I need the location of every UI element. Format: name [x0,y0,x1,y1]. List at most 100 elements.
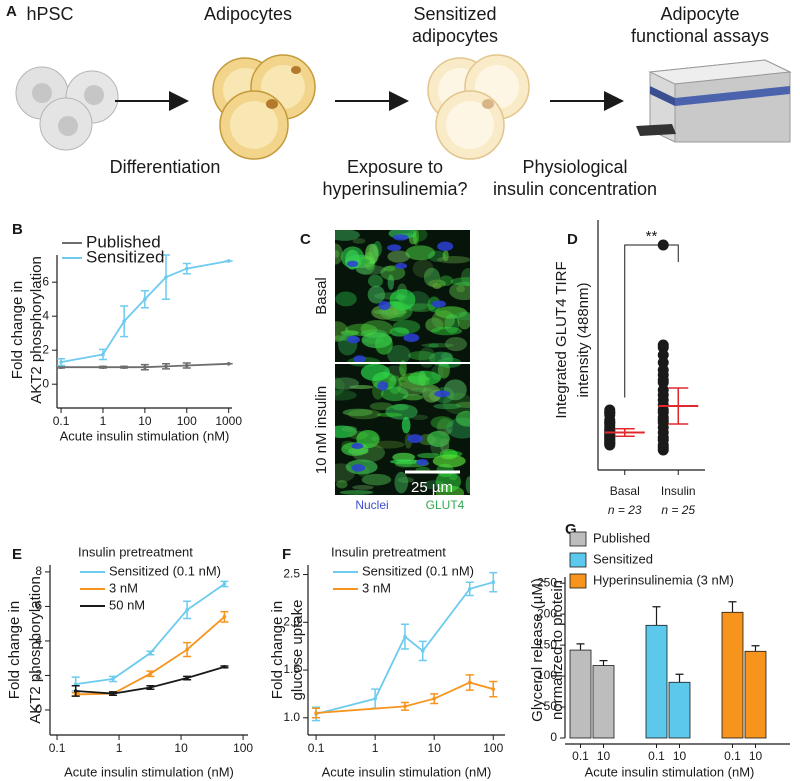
nucleus [387,244,402,252]
plate-reader [636,59,792,143]
glut4-signal [433,403,462,410]
row-label: 10 nM insulin [313,386,330,474]
glut4-signal [441,352,453,360]
data-point [657,414,669,426]
data-point [101,365,105,370]
glut4-signal [339,490,374,495]
stage-label: Adipocyte [660,4,739,24]
glut4-signal [387,274,395,290]
glut4-signal [361,332,393,349]
sensitized-adipocytes [427,54,530,160]
channel-label: Nuclei [355,498,388,512]
glut4-signal [407,351,435,361]
nucleus [395,262,408,269]
glut4-signal [450,277,470,287]
series-line [60,260,229,363]
channel-label: GLUT4 [426,498,465,512]
data-point [143,365,147,370]
glut4-signal [361,473,392,486]
stage-label: Sensitized [413,4,496,24]
y-tick-label: 2 [35,668,42,682]
data-point [491,687,496,691]
x-tick-label: Insulin [661,484,696,498]
data-point [222,665,227,669]
x-axis-label: Acute insulin stimulation (nM) [585,764,755,779]
nucleus [403,333,420,343]
glut4-signal [432,282,442,289]
x-axis-label: Acute insulin stimulation (nM) [322,764,492,779]
panel-letter: E [12,546,22,563]
glut4-signal [444,313,460,334]
glut4-signal [432,454,466,468]
data-point [604,424,616,436]
legend-title: Insulin pretreatment [331,544,446,559]
glut4-signal [389,289,416,311]
panel-letter: B [12,221,23,238]
glut4-signal [438,275,454,287]
y-tick-label: 250 [537,575,557,589]
x-tick-label: 1000 [215,414,242,428]
panel-letter: A [6,3,17,20]
glut4-signal [456,285,466,293]
glut4-signal [365,243,379,264]
glut4-signal [430,416,454,430]
legend-swatch [569,573,587,589]
glut4-signal [335,425,358,439]
x-tick-label: 0.1 [648,749,665,763]
x-axis-label: Acute insulin stimulation (nM) [64,764,234,779]
legend-label: Published [593,530,650,545]
x-tick-label: 1 [116,741,123,755]
legend-label: Sensitized (0.1 nM) [109,563,221,578]
glut4-signal [371,436,379,442]
glut4-signal [410,387,433,392]
nucleus [437,241,454,252]
glut4-signal [412,259,434,278]
legend-label: Hyperinsulinemia (3 nM) [593,572,734,587]
data-point [403,634,407,639]
glut4-signal [360,320,394,338]
y-tick-label: 6 [42,274,49,288]
glut4-signal [422,384,441,403]
data-point [111,691,115,696]
y-tick-label: 2.0 [283,614,300,628]
glut4-signal [376,412,403,417]
x-axis-label: Acute insulin stimulation (nM) [60,428,230,443]
error-bar [576,643,585,651]
y-axis-label: intensity (488nm) [575,282,592,397]
step-label: insulin concentration [493,179,657,199]
glut4-signal [371,305,399,320]
nucleus [431,300,446,308]
stage-label: adipocytes [412,26,498,46]
data-point [148,685,153,690]
x-tick-label: 0.1 [53,414,70,428]
data-point [143,297,147,302]
glut4-signal [335,250,340,258]
glut4-signal [443,379,467,401]
glut4-signal [430,436,444,456]
y-tick-label: 150 [537,637,557,651]
nucleus [346,335,361,344]
y-axis-label: Fold change in [9,281,26,379]
y-tick-label: 200 [537,606,557,620]
glut4-signal [341,246,365,269]
glut4-signal [383,265,396,272]
nucleus [351,464,366,472]
nucleus [416,458,429,466]
y-tick-label: 4 [42,308,49,322]
step-label: hyperinsulinemia? [322,179,467,199]
glut4-signal [335,389,357,401]
legend-label: Published [86,232,161,251]
glut4-signal [380,386,409,402]
data-point [657,377,669,388]
y-tick-label: 1.5 [283,662,300,676]
glut4-signal [349,384,374,390]
error-bar [728,601,737,613]
x-tick-label: 0.1 [724,749,741,763]
series-line [315,581,494,715]
legend-swatch [569,552,587,568]
glut4-signal [356,429,380,449]
stage-label: Adipocytes [204,4,292,24]
y-axis-label: Fold change in [269,601,286,699]
data-point [184,363,189,368]
glut4-signal [405,245,436,261]
